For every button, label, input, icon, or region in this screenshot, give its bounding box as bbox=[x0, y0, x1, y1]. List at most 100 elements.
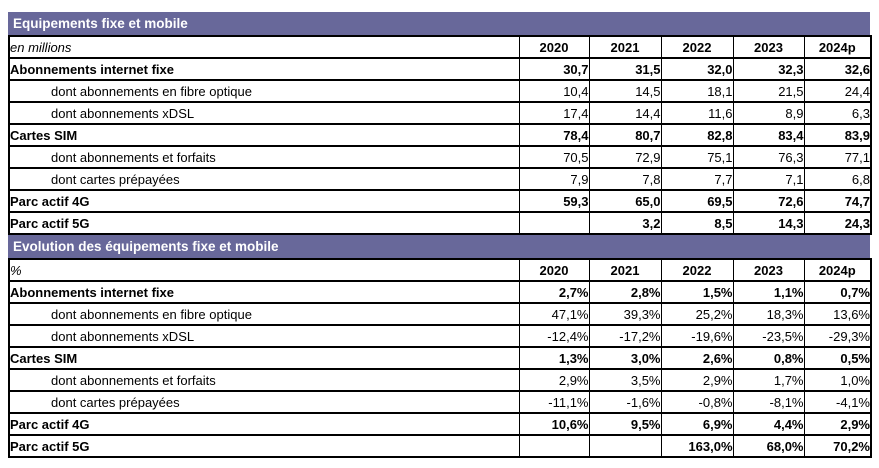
value-cell: 59,3 bbox=[518, 189, 590, 213]
value-cell: 3,2 bbox=[588, 211, 662, 235]
value-cell: 32,6 bbox=[803, 57, 872, 81]
value-cell: 39,3% bbox=[588, 302, 662, 326]
value-cell: 18,3% bbox=[732, 302, 805, 326]
year-header: 2022 bbox=[660, 258, 734, 282]
year-header: 2021 bbox=[588, 258, 662, 282]
table-row: dont abonnements et forfaits 2,9% 3,5% 2,9%… bbox=[8, 368, 872, 392]
unit-label: % bbox=[8, 258, 520, 282]
value-cell: -1,6% bbox=[588, 390, 662, 414]
stat-table-section: Equipements fixe et mobile en millions 202… bbox=[8, 12, 872, 235]
value-cell: 83,9 bbox=[803, 123, 872, 147]
value-cell: 83,4 bbox=[732, 123, 805, 147]
table-row: dont abonnements xDSL 17,4 14,4 11,6 8,9 6,3 bbox=[8, 101, 872, 125]
year-header: 2024p bbox=[803, 258, 872, 282]
value-cell: 14,4 bbox=[588, 101, 662, 125]
value-cell: 21,5 bbox=[732, 79, 805, 103]
value-cell: -0,8% bbox=[660, 390, 734, 414]
value-cell: 74,7 bbox=[803, 189, 872, 213]
value-cell: 4,4% bbox=[732, 412, 805, 436]
value-cell: -23,5% bbox=[732, 324, 805, 348]
value-cell: -11,1% bbox=[518, 390, 590, 414]
table-row: Parc actif 5G 163,0% 68,0% 70,2% bbox=[8, 434, 872, 458]
row-label: Cartes SIM bbox=[8, 346, 520, 370]
year-header: 2023 bbox=[732, 35, 805, 59]
value-cell: 2,6% bbox=[660, 346, 734, 370]
value-cell: -29,3% bbox=[803, 324, 872, 348]
table-title-bar: Evolution des équipements fixe et mobile bbox=[8, 235, 870, 258]
value-cell: 18,1 bbox=[660, 79, 734, 103]
row-label: dont abonnements xDSL bbox=[8, 324, 520, 348]
table-row: dont cartes prépayées -11,1% -1,6% -0,8% -8,… bbox=[8, 390, 872, 414]
value-cell: 31,5 bbox=[588, 57, 662, 81]
value-cell: 6,8 bbox=[803, 167, 872, 191]
value-cell: -17,2% bbox=[588, 324, 662, 348]
value-cell: 8,5 bbox=[660, 211, 734, 235]
value-cell: 6,9% bbox=[660, 412, 734, 436]
table-row: Parc actif 4G 10,6% 9,5% 6,9% 4,4% 2,9% bbox=[8, 412, 872, 436]
data-table: % 2020 2021 2022 2023 2024p Abonnements intern… bbox=[8, 258, 872, 458]
year-header: 2020 bbox=[518, 258, 590, 282]
value-cell: -19,6% bbox=[660, 324, 734, 348]
table-row: dont cartes prépayées 7,9 7,8 7,7 7,1 6,8 bbox=[8, 167, 872, 191]
table-row: Cartes SIM 78,4 80,7 82,8 83,4 83,9 bbox=[8, 123, 872, 147]
row-label: Parc actif 4G bbox=[8, 189, 520, 213]
value-cell: 69,5 bbox=[660, 189, 734, 213]
row-label: dont abonnements et forfaits bbox=[8, 368, 520, 392]
value-cell: 13,6% bbox=[803, 302, 872, 326]
value-cell: -4,1% bbox=[803, 390, 872, 414]
value-cell: 7,7 bbox=[660, 167, 734, 191]
value-cell: 24,4 bbox=[803, 79, 872, 103]
value-cell: 82,8 bbox=[660, 123, 734, 147]
value-cell bbox=[518, 211, 590, 235]
table-title: Equipements fixe et mobile bbox=[13, 16, 188, 31]
year-header: 2020 bbox=[518, 35, 590, 59]
value-cell: 68,0% bbox=[732, 434, 805, 458]
value-cell: 30,7 bbox=[518, 57, 590, 81]
value-cell: 1,5% bbox=[660, 280, 734, 304]
row-label: Parc actif 5G bbox=[8, 211, 520, 235]
value-cell: 32,3 bbox=[732, 57, 805, 81]
table-row: Parc actif 5G 3,2 8,5 14,3 24,3 bbox=[8, 211, 872, 235]
value-cell: 2,9% bbox=[518, 368, 590, 392]
value-cell: 2,9% bbox=[803, 412, 872, 436]
tables-container: Equipements fixe et mobile en millions 202… bbox=[8, 12, 872, 458]
table-row: dont abonnements en fibre optique 47,1% 39… bbox=[8, 302, 872, 326]
value-cell: 3,5% bbox=[588, 368, 662, 392]
row-label: dont abonnements xDSL bbox=[8, 101, 520, 125]
value-cell: 77,1 bbox=[803, 145, 872, 169]
value-cell: 1,7% bbox=[732, 368, 805, 392]
row-label: Abonnements internet fixe bbox=[8, 57, 520, 81]
unit-label: en millions bbox=[8, 35, 520, 59]
value-cell: 47,1% bbox=[518, 302, 590, 326]
value-cell: 0,5% bbox=[803, 346, 872, 370]
value-cell: 10,6% bbox=[518, 412, 590, 436]
year-header: 2024p bbox=[803, 35, 872, 59]
value-cell: 2,8% bbox=[588, 280, 662, 304]
year-header: 2022 bbox=[660, 35, 734, 59]
row-label: dont cartes prépayées bbox=[8, 390, 520, 414]
value-cell: 7,1 bbox=[732, 167, 805, 191]
value-cell: 2,9% bbox=[660, 368, 734, 392]
value-cell: 3,0% bbox=[588, 346, 662, 370]
table-row: Abonnements internet fixe 30,7 31,5 32,0 32,… bbox=[8, 57, 872, 81]
value-cell: 80,7 bbox=[588, 123, 662, 147]
value-cell bbox=[588, 434, 662, 458]
value-cell: 11,6 bbox=[660, 101, 734, 125]
value-cell: 72,6 bbox=[732, 189, 805, 213]
value-cell: 6,3 bbox=[803, 101, 872, 125]
data-table: en millions 2020 2021 2022 2023 2024p Abonneme… bbox=[8, 35, 872, 235]
table-row: dont abonnements xDSL -12,4% -17,2% -19,6% -… bbox=[8, 324, 872, 348]
table-row: dont abonnements en fibre optique 10,4 14,… bbox=[8, 79, 872, 103]
row-label: dont abonnements et forfaits bbox=[8, 145, 520, 169]
table-row: dont abonnements et forfaits 70,5 72,9 75,1… bbox=[8, 145, 872, 169]
value-cell: 1,0% bbox=[803, 368, 872, 392]
value-cell: 65,0 bbox=[588, 189, 662, 213]
value-cell: 32,0 bbox=[660, 57, 734, 81]
value-cell: 25,2% bbox=[660, 302, 734, 326]
table-row: Cartes SIM 1,3% 3,0% 2,6% 0,8% 0,5% bbox=[8, 346, 872, 370]
value-cell: 24,3 bbox=[803, 211, 872, 235]
value-cell: 7,8 bbox=[588, 167, 662, 191]
year-header: 2021 bbox=[588, 35, 662, 59]
row-label: Parc actif 4G bbox=[8, 412, 520, 436]
